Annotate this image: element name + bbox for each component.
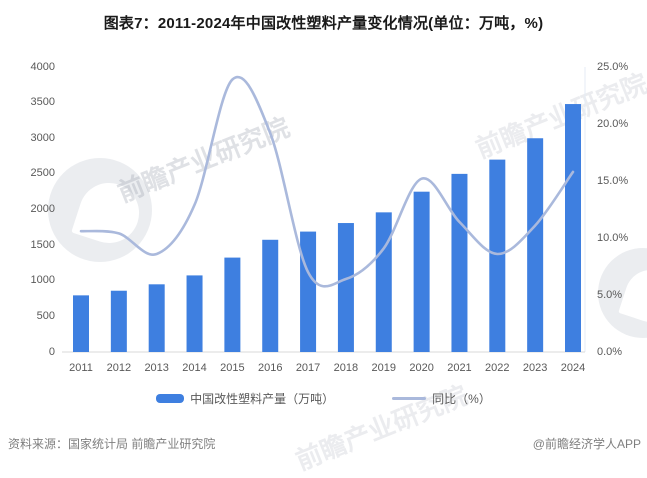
bar-2021 xyxy=(451,173,468,352)
x-axis-label: 2014 xyxy=(182,362,207,374)
bar-2016 xyxy=(262,239,279,352)
bar-2022 xyxy=(489,159,506,352)
x-axis-label: 2015 xyxy=(220,362,245,374)
left-axis-tick: 1500 xyxy=(30,238,55,251)
left-axis-tick: 3000 xyxy=(30,131,55,144)
bar-series-swatch xyxy=(156,394,185,403)
plot-area xyxy=(62,67,586,353)
right-axis-tick: 10.0% xyxy=(597,231,629,244)
chart-figure: 前瞻产业研究院 前瞻产业研究院 前瞻产业研究院 图表7：2011-2024年中国… xyxy=(0,15,647,476)
x-axis-label: 2020 xyxy=(409,362,434,374)
left-axis-tick: 0 xyxy=(48,345,55,358)
left-axis-tick: 500 xyxy=(36,309,55,322)
x-axis-label: 2021 xyxy=(447,362,472,374)
left-axis-tick: 2500 xyxy=(30,167,55,180)
yoy-line xyxy=(79,75,575,288)
left-axis-tick: 3500 xyxy=(30,96,55,109)
left-axis-tick: 1000 xyxy=(30,274,55,287)
bar-2023 xyxy=(527,138,544,352)
x-axis-label: 2023 xyxy=(522,362,548,374)
right-axis-tick: 25.0% xyxy=(597,60,629,73)
right-axis-tick: 20.0% xyxy=(597,117,629,130)
legend-item-production: 中国改性塑料产量（万吨） xyxy=(156,390,334,407)
right-axis-tick: 5.0% xyxy=(597,288,623,301)
x-axis-label: 2018 xyxy=(333,362,359,374)
credit-text: @前瞻经济学人APP xyxy=(532,437,641,451)
chart-legend: 中国改性塑料产量（万吨） 同比（%） xyxy=(0,390,647,407)
x-axis-label: 2024 xyxy=(560,362,586,374)
legend-item-yoy: 同比（%） xyxy=(392,390,491,407)
right-axis-tick: 0.0% xyxy=(597,345,623,358)
x-axis-label: 2013 xyxy=(144,362,169,374)
bar-2014 xyxy=(186,275,203,352)
x-axis-label: 2017 xyxy=(295,362,321,374)
data-source-text: 资料来源：国家统计局 前瞻产业研究院 xyxy=(8,437,216,451)
right-axis-tick: 15.0% xyxy=(597,174,629,187)
legend-label: 同比（%） xyxy=(432,392,491,406)
left-axis-tick: 4000 xyxy=(30,60,55,73)
x-axis-label: 2022 xyxy=(485,362,510,374)
x-axis-label: 2011 xyxy=(69,362,93,374)
bar-2018 xyxy=(337,223,354,352)
bar-2024 xyxy=(565,104,581,352)
bar-2015 xyxy=(224,257,241,352)
x-axis-label: 2019 xyxy=(371,362,396,374)
chart-title: 图表7：2011-2024年中国改性塑料产量变化情况(单位：万吨，%) xyxy=(103,15,544,32)
bar-2013 xyxy=(148,284,165,352)
line-series-swatch xyxy=(392,397,427,400)
bar-2011 xyxy=(73,295,89,352)
x-axis-label: 2012 xyxy=(106,362,132,374)
bar-2012 xyxy=(110,290,127,352)
bar-2019 xyxy=(375,212,392,352)
bar-2017 xyxy=(300,231,317,352)
bar-2020 xyxy=(413,191,430,352)
left-axis-tick: 2000 xyxy=(30,203,55,215)
legend-label: 中国改性塑料产量（万吨） xyxy=(190,392,335,406)
chart-footer: 资料来源：国家统计局 前瞻产业研究院 @前瞻经济学人APP xyxy=(0,433,647,455)
x-axis-label: 2016 xyxy=(257,362,283,374)
